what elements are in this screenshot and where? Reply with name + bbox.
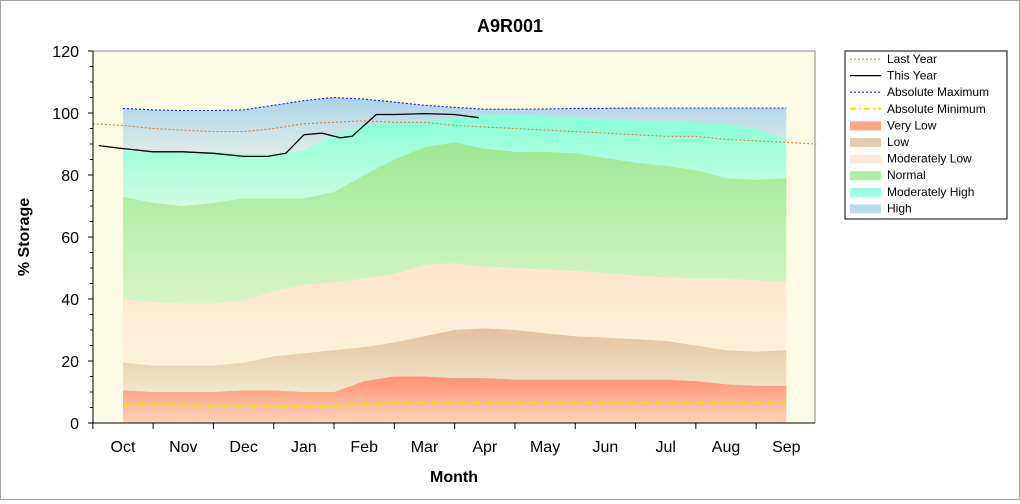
x-axis: Oct Nov Dec Jan Feb Mar Apr May Jun Jul Aug Sep [92,422,815,456]
y-tick-label: 40 [61,292,79,309]
series-absolute-minimum [123,401,787,408]
legend-item-last-year: Last Year [850,52,937,66]
legend-label: Low [887,135,909,149]
legend-item-this-year: This Year [850,69,937,83]
x-tick-label: Feb [350,439,378,456]
x-tick-label: Jun [593,439,619,456]
y-tick-label: 100 [52,106,79,123]
series-lines [92,96,817,408]
y-axis: 0 20 40 60 80 100 120 [52,44,94,433]
legend-item-very-low: Very Low [850,118,937,132]
y-axis-label: % Storage [16,198,33,276]
x-tick-label: Jul [655,439,675,456]
legend-item-moderately-high: Moderately High [850,185,974,199]
x-tick-label: Oct [111,439,136,456]
band-moderately-high [123,114,787,206]
x-tick-label: Mar [411,439,439,456]
series-this-year [98,112,479,158]
band-low [123,328,787,392]
x-tick-label: Sep [772,439,801,456]
legend-item-moderately-low: Moderately Low [850,152,972,166]
band-moderately-low [123,263,787,366]
legend-item-high: High [850,201,912,215]
legend-swatch-area [850,121,881,131]
x-tick-label: Jan [291,439,317,456]
legend-item-low: Low [850,135,909,149]
legend-item-absolute-minimum: Absolute Minimum [850,102,986,116]
legend-swatch-area [850,204,881,214]
legend-label: High [887,201,912,215]
legend-swatch-area [850,138,881,147]
legend-label: Absolute Minimum [887,102,986,116]
legend-swatch-area [850,171,881,181]
band-very-low [123,376,787,423]
x-tick-label: Nov [169,439,197,456]
legend-swatch-area [850,154,881,164]
band-high [123,97,787,154]
legend-label: Normal [887,168,926,182]
x-axis-label: Month [430,469,478,486]
series-last-year [92,120,817,145]
y-tick-label: 120 [52,44,79,61]
legend-item-absolute-maximum: Absolute Maximum [850,85,989,99]
legend-label: Moderately High [887,185,974,199]
legend-label: Last Year [887,52,937,66]
series-absolute-maximum [122,96,787,112]
band-normal [123,142,787,304]
legend-label: Moderately Low [887,152,972,166]
y-tick-label: 0 [70,416,79,433]
legend-item-normal: Normal [850,168,926,182]
legend-swatch-area [850,187,881,197]
legend-label: Very Low [887,118,937,132]
legend-label: Absolute Maximum [887,85,989,99]
x-tick-label: May [530,439,560,456]
legend-label: This Year [887,69,937,83]
x-tick-label: Dec [229,439,257,456]
x-tick-label: Aug [712,439,740,456]
chart-title: A9R001 [477,16,543,36]
x-tick-label: Apr [472,439,498,456]
band-areas [123,97,787,423]
y-tick-label: 20 [61,354,79,371]
legend: Last Year This Year Absolute Maximum Absolu… [844,50,1008,220]
y-tick-label: 80 [61,168,79,185]
y-tick-label: 60 [61,230,79,247]
